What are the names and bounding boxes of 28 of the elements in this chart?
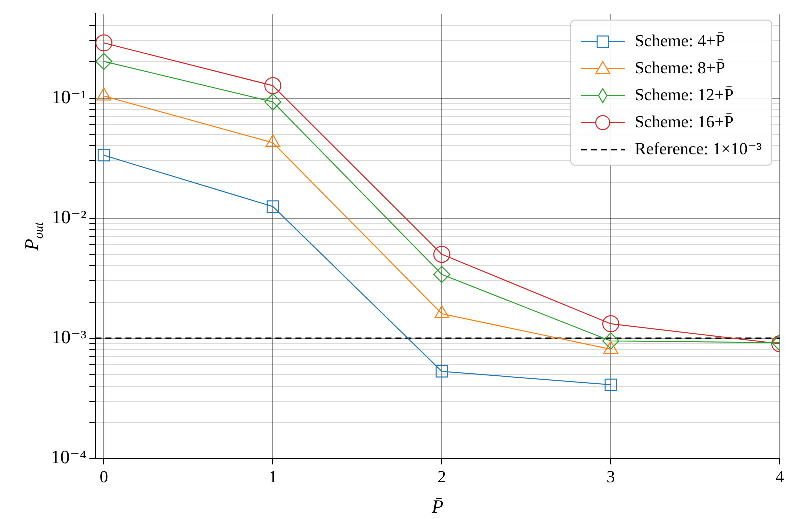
point	[96, 53, 113, 70]
y-tick-label: 10⁻⁴	[50, 448, 88, 469]
point	[602, 316, 620, 333]
x-axis-title: P̄	[431, 497, 444, 518]
x-tick-label: 1	[268, 467, 278, 486]
y-tick-label: 10⁻²	[52, 207, 87, 228]
legend-label: Scheme: 4+P̄	[634, 31, 726, 50]
y-tick-label: 10⁻³	[52, 327, 87, 348]
point	[602, 332, 620, 350]
legend-label: Scheme: 16+P̄	[634, 112, 734, 132]
x-tick-label: 0	[100, 467, 108, 486]
x-tick-label: 3	[606, 467, 616, 486]
point	[98, 149, 110, 162]
point	[264, 94, 282, 111]
point	[604, 378, 618, 392]
point	[434, 246, 451, 264]
x-tick-label: 4	[776, 467, 785, 486]
y-axis-title: Pout	[22, 222, 46, 252]
point	[96, 34, 113, 52]
legend-label: Reference: 1×10⁻³	[634, 139, 762, 158]
y-tick-label: 10⁻¹	[52, 87, 87, 108]
legend-label: Scheme: 12+P̄	[634, 85, 734, 104]
point	[266, 200, 280, 213]
point	[264, 77, 282, 94]
legend-label: Scheme: 8+P̄	[634, 58, 726, 78]
point	[434, 266, 451, 284]
point	[436, 365, 448, 378]
x-tick-label: 2	[438, 467, 446, 486]
